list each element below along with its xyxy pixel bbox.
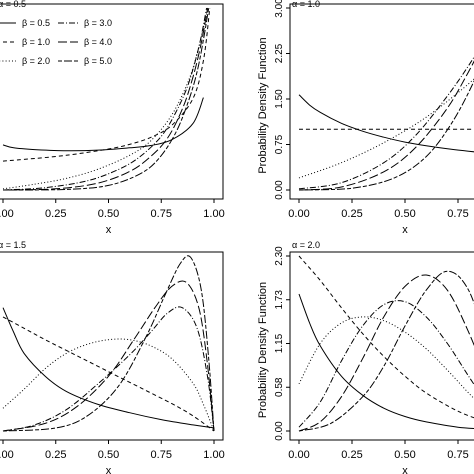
- x-tick-label: 0.50: [394, 449, 415, 461]
- series-line-4: [298, 56, 474, 190]
- y-tick-label: 1.50: [274, 89, 285, 109]
- panel-1: α = 0.5 0.00 0.25 0.50 0.75 1.00 x β = 0.5 β = 1…: [0, 0, 225, 236]
- series-line-6: [2, 7, 210, 191]
- legend-label: β = 2.0: [22, 56, 50, 66]
- legend: β = 0.5 β = 1.0 β = 2.0 β = 3.0 β = 4.0 β = 5…: [0, 18, 112, 66]
- series-line-5: [298, 274, 474, 432]
- panel-title: α = 1.0: [292, 0, 320, 9]
- x-tick-label: 0.50: [98, 449, 119, 461]
- panel-title: α = 0.5: [0, 0, 26, 9]
- series-line-5: [2, 280, 215, 432]
- series-line-1: [298, 293, 474, 430]
- x-tick-label: 1.00: [203, 208, 224, 220]
- x-axis-label: x: [402, 465, 408, 474]
- x-tick-label: 0.00: [288, 449, 309, 461]
- x-tick-label: 0.00: [0, 449, 14, 461]
- series-line-1: [2, 307, 215, 429]
- legend-label: β = 0.5: [22, 18, 50, 28]
- series-line-5: [2, 7, 209, 191]
- series-line-1: [298, 94, 474, 153]
- y-axis-label: Probability Density Function: [257, 282, 269, 418]
- x-tick-label: 0.25: [341, 449, 362, 461]
- x-tick-label: 0.75: [447, 208, 468, 220]
- panel-series: [2, 255, 215, 432]
- x-tick-label: 0.75: [447, 449, 468, 461]
- series-line-4: [2, 306, 215, 432]
- x-tick-label: 0.00: [288, 208, 309, 220]
- y-tick-label: 3.00: [274, 0, 285, 18]
- y-tick-label: 1.15: [274, 333, 285, 353]
- panel-2: α = 1.0 0.00 0.25 0.50 0.75 x 0.00 0.75 1.50 2.25…: [257, 0, 474, 236]
- y-tick-label: 0.00: [274, 421, 285, 441]
- series-line-6: [298, 80, 474, 191]
- series-line-2: [2, 316, 215, 432]
- series-line-6: [298, 270, 474, 432]
- x-axis-label: x: [402, 224, 408, 236]
- legend-label: β = 1.0: [22, 37, 50, 47]
- series-line-2: [2, 7, 211, 162]
- x-tick-label: 0.50: [394, 208, 415, 220]
- panel-title: α = 1.5: [0, 240, 26, 250]
- x-tick-label: 0.25: [45, 449, 66, 461]
- x-tick-label: 0.75: [151, 208, 172, 220]
- series-line-4: [2, 7, 208, 191]
- y-axis-label: Probability Density Function: [257, 37, 269, 173]
- panel-series: [2, 7, 211, 191]
- series-line-3: [2, 7, 209, 190]
- panel-4: α = 2.00.000.250.500.751.00x0.000.581.15…: [257, 240, 474, 474]
- panel-box: [0, 251, 224, 441]
- series-line-4: [298, 300, 474, 428]
- x-tick-label: 0.25: [341, 208, 362, 220]
- y-tick-label: 0.58: [274, 377, 285, 397]
- x-tick-label: 0.00: [0, 208, 14, 220]
- series-line-1: [2, 97, 204, 152]
- y-tick-label: 2.25: [274, 43, 285, 63]
- series-line-5: [298, 60, 474, 191]
- panel-box: [0, 3, 224, 200]
- panel-box: [289, 251, 474, 441]
- x-tick-label: 0.25: [45, 208, 66, 220]
- series-line-3: [298, 316, 474, 400]
- y-tick-label: 2.30: [274, 246, 285, 266]
- panel-3: α = 1.5 0.00 0.25 0.50 0.75 1.00 x: [0, 240, 225, 474]
- x-axis-label: x: [106, 224, 112, 236]
- series-line-2: [298, 255, 474, 419]
- x-tick-label: 0.50: [98, 208, 119, 220]
- legend-label: β = 5.0: [84, 56, 112, 66]
- panel-title: α = 2.0: [292, 240, 320, 250]
- y-tick-label: 1.73: [274, 290, 285, 310]
- series-line-3: [2, 338, 215, 432]
- series-line-3: [298, 78, 474, 179]
- legend-label: β = 3.0: [84, 18, 112, 28]
- legend-label: β = 4.0: [84, 37, 112, 47]
- series-line-6: [2, 255, 215, 432]
- y-tick-label: 0.75: [274, 134, 285, 154]
- panel-series: [298, 255, 474, 432]
- x-tick-label: 1.00: [203, 449, 224, 461]
- x-tick-label: 0.75: [151, 449, 172, 461]
- panel-series: [298, 56, 474, 191]
- y-tick-label: 0.00: [274, 180, 285, 200]
- x-axis-label: x: [106, 465, 112, 474]
